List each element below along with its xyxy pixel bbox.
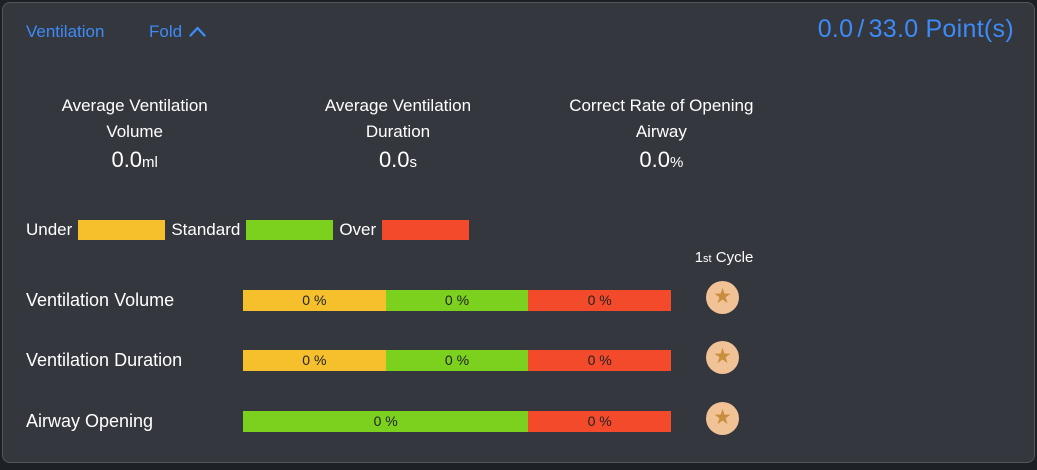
bar-segment-under: 0 % (243, 290, 386, 311)
bar-airway-opening: 0 % 0 % (243, 411, 671, 432)
legend-label-under: Under (26, 220, 73, 239)
bar-color-legend: Under Standard Over (26, 219, 470, 241)
fold-button[interactable]: Fold (149, 22, 206, 42)
bar-ventilation-duration: 0 % 0 % 0 % (243, 350, 671, 371)
chevron-up-icon (189, 22, 206, 42)
bar-segment-standard: 0 % (385, 290, 529, 311)
bar-segment-standard: 0 % (243, 411, 529, 432)
stat-unit: s (409, 154, 418, 171)
metric-label-ventilation-duration: Ventilation Duration (26, 350, 183, 370)
stat-label-line2: Duration (365, 122, 431, 141)
stat-unit: % (669, 154, 684, 171)
bar-segment-under: 0 % (243, 350, 386, 371)
stat-average-ventilation-duration: Average Ventilation Duration 0.0s (266, 93, 529, 175)
fold-button-label: Fold (149, 22, 183, 41)
cycle-ordinal: st (703, 253, 712, 265)
cycle-column-header: 1st Cycle (681, 249, 767, 266)
metric-label-airway-opening: Airway Opening (26, 411, 154, 431)
star-badge-ventilation-duration: ★ (706, 341, 739, 374)
stat-average-ventilation-volume: Average Ventilation Volume 0.0ml (3, 93, 266, 175)
cycle-label: Cycle (711, 249, 754, 266)
summary-stats: Average Ventilation Volume 0.0ml Average… (3, 93, 793, 175)
star-icon: ★ (713, 344, 732, 368)
stat-label-line1: Correct Rate of Opening (569, 96, 754, 115)
stat-label-line2: Volume (106, 122, 164, 141)
stat-value: 0.0 (111, 147, 143, 172)
stat-unit: ml (142, 154, 158, 171)
bar-segment-over: 0 % (528, 290, 671, 311)
star-icon: ★ (713, 284, 732, 308)
legend-swatch-over (382, 220, 470, 240)
stat-label-line1: Average Ventilation (324, 96, 472, 115)
metric-label-ventilation-volume: Ventilation Volume (26, 290, 175, 310)
cycle-number: 1 (694, 249, 704, 266)
bar-ventilation-volume: 0 % 0 % 0 % (243, 290, 671, 311)
star-icon: ★ (713, 405, 732, 429)
legend-swatch-under (78, 220, 166, 240)
stat-correct-rate-opening-airway: Correct Rate of Opening Airway 0.0% (530, 93, 793, 175)
legend-swatch-standard (246, 220, 334, 240)
star-badge-airway-opening: ★ (706, 402, 739, 435)
bar-segment-standard: 0 % (385, 350, 529, 371)
legend-label-standard: Standard (171, 220, 241, 239)
score-total: 33.0 (868, 15, 919, 43)
score-display: 0.0/33.0 Point(s) (818, 15, 1014, 44)
stat-value: 0.0 (639, 147, 670, 172)
star-badge-ventilation-volume: ★ (706, 281, 739, 314)
legend-label-over: Over (339, 220, 377, 239)
score-unit: Point(s) (925, 15, 1014, 43)
bar-segment-over: 0 % (528, 350, 671, 371)
bar-segment-over: 0 % (528, 411, 671, 432)
score-current: 0.0 (817, 15, 854, 43)
ventilation-panel: Ventilation Fold 0.0/33.0 Point(s) Averag… (2, 2, 1035, 463)
stat-label-line2: Airway (635, 122, 687, 141)
stat-label-line1: Average Ventilation (61, 96, 208, 115)
score-divider: / (857, 15, 865, 43)
panel-title: Ventilation (26, 22, 105, 41)
stat-value: 0.0 (378, 147, 410, 172)
